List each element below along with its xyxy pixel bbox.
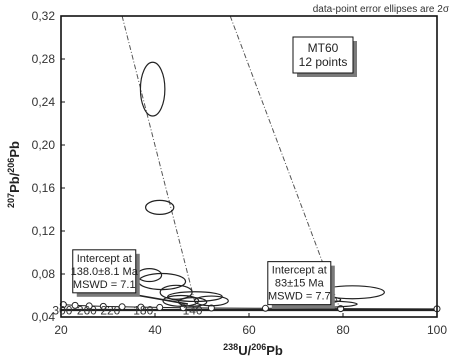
x-tick-label: 40: [148, 323, 162, 337]
intercept-text-line: MSWD = 7.7: [268, 291, 331, 303]
y-axis-title-part: 207: [6, 193, 16, 208]
error-ellipse-note: data-point error ellipses are 2σ: [313, 4, 450, 15]
x-axis-title-part: Pb: [266, 343, 283, 358]
concordia-age-marker: [118, 303, 126, 311]
intercept-text-line: 83±15 Ma: [275, 278, 325, 290]
y-tick-label: 0,24: [32, 95, 56, 109]
y-axis-title-part: Pb: [7, 141, 22, 158]
concordia-age-marker: [71, 301, 79, 309]
x-axis-title: 238U/206Pb: [223, 342, 283, 358]
concordia-age-label: 180: [133, 303, 153, 317]
concordia-age-label: 140: [183, 303, 203, 317]
intercept-box: [72, 249, 137, 294]
concordia-age-marker: [207, 304, 215, 312]
intercept-box: [267, 261, 332, 306]
x-axis-title-part: 206: [251, 342, 266, 352]
x-axis-title-part: U/: [238, 343, 251, 358]
y-tick-label: 0,32: [32, 9, 56, 23]
concordia-age-label: 260: [77, 303, 97, 317]
concordia-age-label: 220: [100, 303, 120, 317]
x-axis-title-part: 238: [223, 342, 238, 352]
y-tick-label: 0,04: [32, 310, 56, 324]
discordia-line: [121, 15, 198, 312]
concordia-age-label: 300: [52, 303, 72, 317]
concordia-age-marker: [99, 302, 107, 310]
concordia-age-marker: [137, 303, 145, 311]
intercept-text-line: MSWD = 7.1: [73, 279, 136, 291]
concordia-age-marker: [156, 303, 164, 311]
concordia-age-marker: [261, 304, 269, 312]
x-tick-label: 80: [336, 323, 350, 337]
concordia-age-marker: [85, 302, 93, 310]
y-axis-title-part: Pb/: [7, 172, 22, 193]
y-tick-label: 0,28: [32, 52, 56, 66]
intercept-text-line: Intercept at: [272, 265, 327, 277]
error-ellipse: [144, 199, 175, 215]
sample-point-count: 12 points: [299, 55, 348, 69]
x-tick-label: 100: [427, 323, 447, 337]
y-tick-label: 0,12: [32, 224, 56, 238]
error-ellipse: [193, 295, 229, 307]
intercept-text-line: Intercept at: [77, 253, 132, 265]
error-ellipse: [139, 61, 166, 117]
sample-name: MT60: [308, 41, 339, 55]
intercept-text-line: 138.0±8.1 Ma: [71, 266, 139, 278]
x-tick-label: 60: [242, 323, 256, 337]
y-axis-title-part: 206: [6, 158, 16, 173]
y-tick-label: 0,16: [32, 181, 56, 195]
y-tick-label: 0,08: [32, 267, 56, 281]
y-axis-title: 207Pb/206Pb: [6, 141, 22, 208]
x-tick-label: 20: [54, 323, 68, 337]
sample-box: [292, 36, 354, 74]
y-tick-label: 0,20: [32, 138, 56, 152]
